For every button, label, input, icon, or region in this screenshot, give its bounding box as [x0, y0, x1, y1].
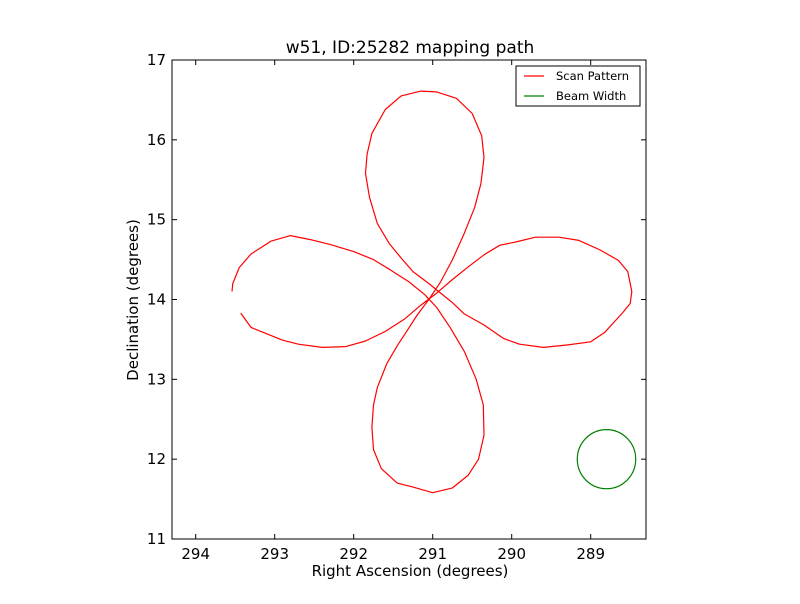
legend: Scan Pattern Beam Width [515, 65, 641, 107]
x-tick-label: 292 [339, 545, 368, 563]
y-tick-label: 16 [147, 131, 166, 149]
x-tick-label: 290 [497, 545, 526, 563]
y-tick-label: 13 [147, 370, 166, 388]
x-tick-label: 289 [576, 545, 605, 563]
y-tick-label: 12 [147, 450, 166, 468]
x-tick-label: 293 [260, 545, 289, 563]
legend-box [515, 65, 641, 107]
x-tick-label: 291 [418, 545, 447, 563]
y-tick-label: 11 [147, 530, 166, 548]
beam-width-circle [576, 429, 637, 490]
chart-title: w51, ID:25282 mapping path [286, 38, 535, 58]
y-tick-label: 15 [147, 211, 166, 229]
x-axis-label: Right Ascension (degrees) [312, 562, 509, 580]
scan-pattern-line [231, 90, 633, 494]
x-tick-label: 294 [181, 545, 210, 563]
y-axis-label: Declination (degrees) [124, 219, 142, 381]
y-tick-label: 17 [147, 51, 166, 69]
axis-ticks: 294 293 292 291 290 289 11 12 13 14 15 16 17 [147, 51, 646, 563]
legend-beam-width-label: Beam Width [556, 89, 626, 103]
y-tick-label: 14 [147, 291, 166, 309]
legend-scan-pattern-label: Scan Pattern [556, 69, 629, 83]
series-layer [231, 90, 637, 494]
